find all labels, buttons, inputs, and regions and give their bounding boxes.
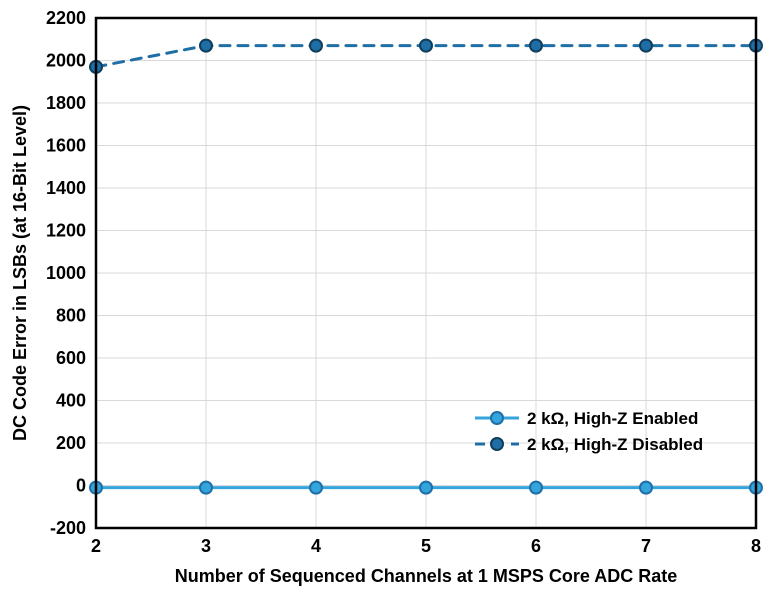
y-tick-label: -200 bbox=[50, 518, 86, 538]
series-marker-disabled bbox=[640, 40, 652, 52]
y-axis-title: DC Code Error in LSBs (at 16-Bit Level) bbox=[10, 105, 30, 441]
y-tick-label: 1800 bbox=[46, 93, 86, 113]
series-marker-disabled bbox=[530, 40, 542, 52]
x-tick-label: 2 bbox=[91, 536, 101, 556]
x-axis-title: Number of Sequenced Channels at 1 MSPS C… bbox=[175, 566, 677, 586]
series-marker-enabled bbox=[420, 482, 432, 494]
x-tick-label: 5 bbox=[421, 536, 431, 556]
y-tick-label: 1200 bbox=[46, 221, 86, 241]
legend-marker-enabled bbox=[491, 412, 503, 424]
series-marker-enabled bbox=[640, 482, 652, 494]
y-tick-label: 2000 bbox=[46, 51, 86, 71]
y-tick-label: 800 bbox=[56, 306, 86, 326]
series-marker-disabled bbox=[310, 40, 322, 52]
y-tick-label: 1000 bbox=[46, 263, 86, 283]
chart-container: 2 3 4 5 6 7 8 -200 0 200 400 600 800 1000 1200 1400 1600… bbox=[0, 0, 776, 599]
series-marker-enabled bbox=[200, 482, 212, 494]
x-tick-label: 7 bbox=[641, 536, 651, 556]
x-tick-label: 6 bbox=[531, 536, 541, 556]
chart-svg: 2 3 4 5 6 7 8 -200 0 200 400 600 800 1000 1200 1400 1600… bbox=[0, 0, 776, 599]
y-tick-label: 1600 bbox=[46, 136, 86, 156]
series-marker-enabled bbox=[310, 482, 322, 494]
y-tick-label: 400 bbox=[56, 391, 86, 411]
legend-label-disabled: 2 kΩ, High-Z Disabled bbox=[527, 435, 703, 454]
series-marker-disabled bbox=[420, 40, 432, 52]
y-tick-label: 2200 bbox=[46, 8, 86, 28]
y-tick-label: 1400 bbox=[46, 178, 86, 198]
y-tick-label: 200 bbox=[56, 433, 86, 453]
y-tick-label: 600 bbox=[56, 348, 86, 368]
y-tick-label: 0 bbox=[76, 476, 86, 496]
x-tick-label: 3 bbox=[201, 536, 211, 556]
legend-label-enabled: 2 kΩ, High-Z Enabled bbox=[527, 409, 698, 428]
series-marker-enabled bbox=[530, 482, 542, 494]
x-tick-label: 4 bbox=[311, 536, 321, 556]
series-marker-disabled bbox=[200, 40, 212, 52]
legend-marker-disabled bbox=[491, 438, 503, 450]
x-tick-label: 8 bbox=[751, 536, 761, 556]
